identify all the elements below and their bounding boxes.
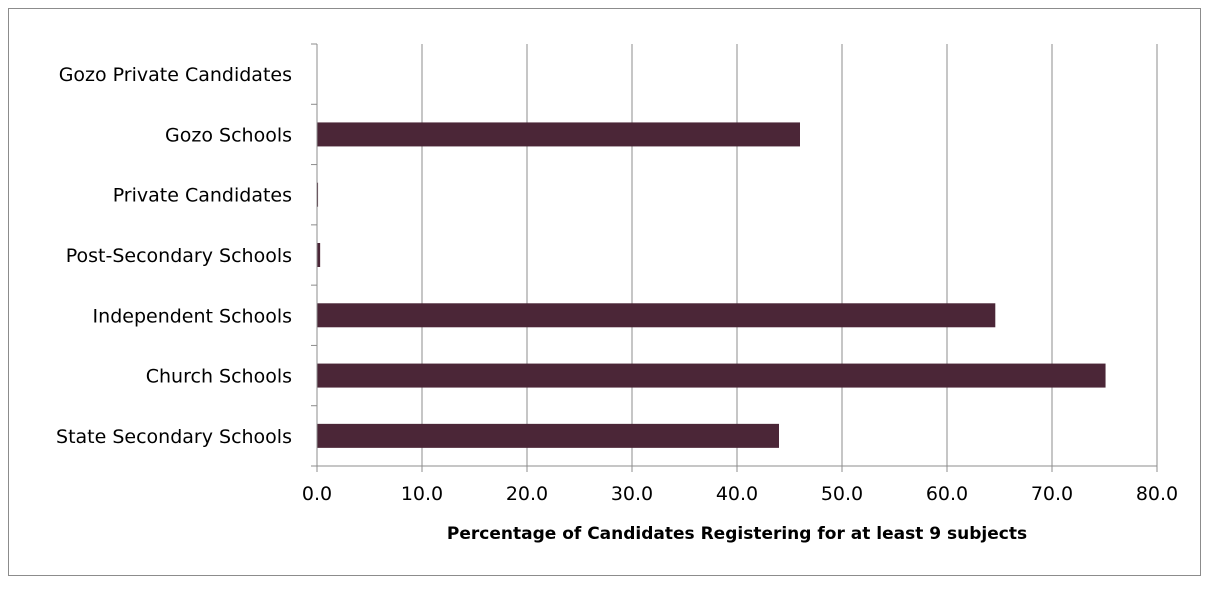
bar	[317, 243, 321, 267]
bar	[317, 182, 319, 207]
category-label: State Secondary Schools	[56, 426, 292, 448]
x-tick-label: 80.0	[1136, 483, 1178, 505]
x-tick-label: 50.0	[821, 483, 863, 505]
x-tick-label: 10.0	[401, 483, 443, 505]
bar	[317, 423, 779, 448]
labels: 0.0 10.0 20.0 30.0 40.0 50.0 60.0 70.0 80.0 State…	[56, 64, 1178, 505]
category-label: Gozo Schools	[165, 124, 292, 146]
category-label: Private Candidates	[113, 185, 292, 207]
bar	[317, 122, 800, 147]
x-axis-title: Percentage of Candidates Registering for…	[447, 524, 1027, 544]
x-tick-label: 0.0	[302, 483, 332, 505]
x-tick-label: 20.0	[506, 483, 548, 505]
bar	[317, 363, 1106, 388]
bar	[317, 303, 996, 328]
chart-frame: 0.0 10.0 20.0 30.0 40.0 50.0 60.0 70.0 80.0 State…	[8, 8, 1201, 576]
bar-chart: 0.0 10.0 20.0 30.0 40.0 50.0 60.0 70.0 80.0 State…	[56, 43, 1178, 544]
category-label: Gozo Private Candidates	[59, 64, 292, 86]
axes	[311, 43, 1158, 472]
gridlines	[421, 44, 1158, 466]
category-label: Post-Secondary Schools	[66, 245, 292, 267]
category-label: Independent Schools	[93, 305, 292, 327]
category-label: Church Schools	[146, 366, 292, 388]
x-tick-label: 40.0	[716, 483, 758, 505]
x-tick-label: 30.0	[611, 483, 653, 505]
x-tick-label: 60.0	[926, 483, 968, 505]
bars	[317, 122, 1106, 448]
x-tick-label: 70.0	[1031, 483, 1073, 505]
